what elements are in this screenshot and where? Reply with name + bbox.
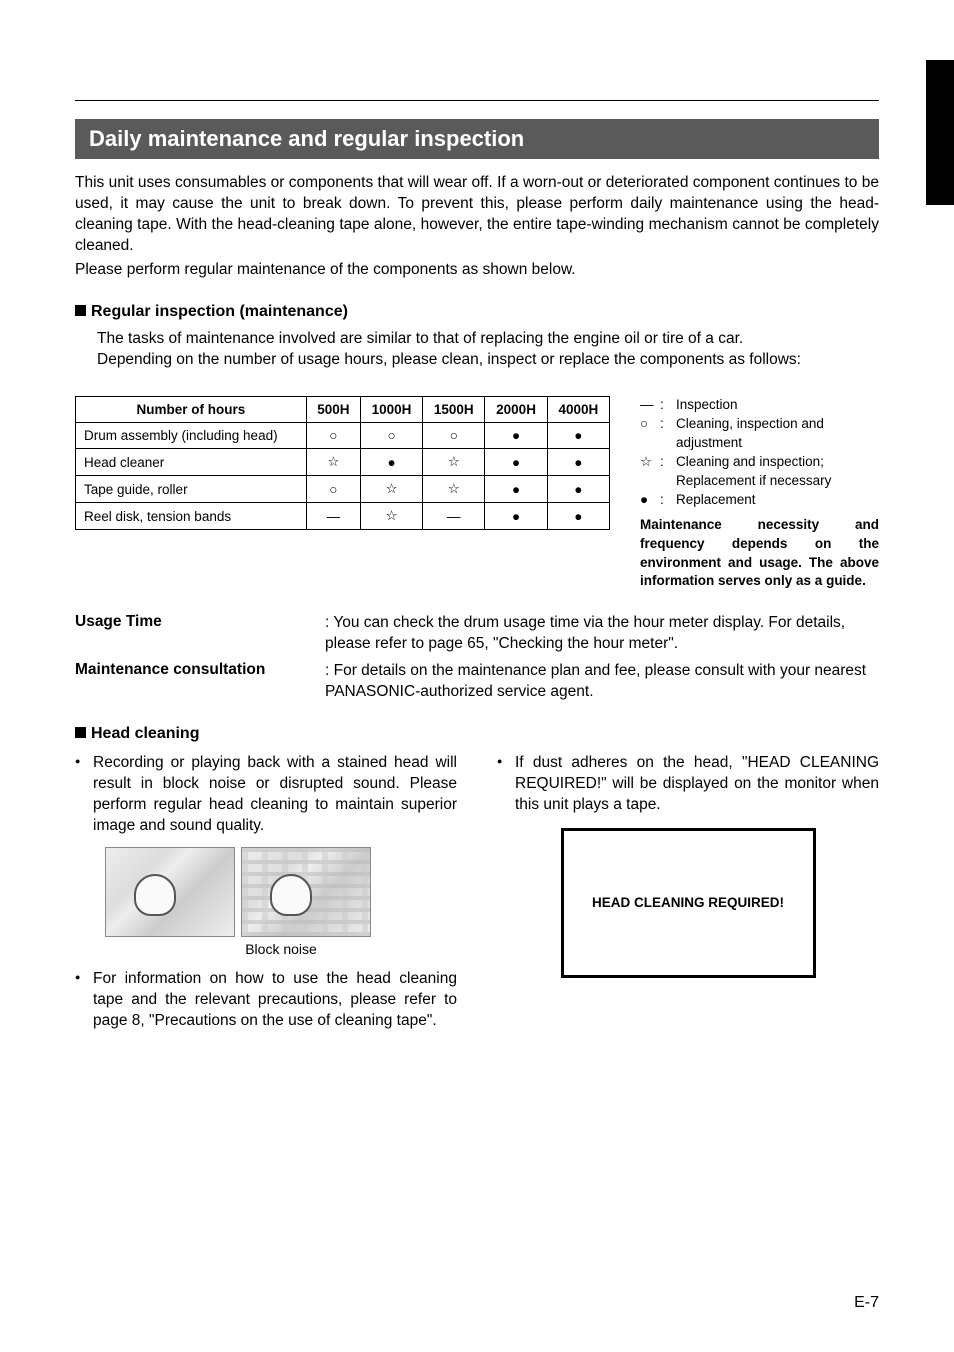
cell: ○: [306, 476, 360, 503]
cell: ●: [485, 476, 547, 503]
def-maint-consult: Maintenance consultation : For details o…: [75, 661, 879, 703]
legend-block: — : Inspection ○ : Cleaning, inspection …: [640, 396, 879, 591]
figure-noise-image: [241, 847, 371, 937]
bullet-text: If dust adheres on the head, "HEAD CLEAN…: [515, 753, 879, 816]
legend-colon: :: [660, 491, 676, 510]
monitor-message-box: HEAD CLEANING REQUIRED!: [561, 828, 816, 978]
intro-para-2: Please perform regular maintenance of th…: [75, 260, 879, 281]
cell: ☆: [423, 476, 485, 503]
legend-colon: :: [660, 453, 676, 491]
cell: ○: [306, 423, 360, 449]
page-number: E-7: [854, 1294, 879, 1312]
figure-clean-image: [105, 847, 235, 937]
def-term-maint: Maintenance consultation: [75, 661, 325, 703]
regular-line-2: Depending on the number of usage hours, …: [97, 350, 879, 371]
table-row: Head cleaner ☆ ● ☆ ● ●: [76, 449, 610, 476]
cell: ●: [360, 449, 422, 476]
figure-caption: Block noise: [105, 941, 457, 957]
right-column: If dust adheres on the head, "HEAD CLEAN…: [497, 753, 879, 1041]
monitor-message-text: HEAD CLEANING REQUIRED!: [592, 895, 784, 910]
legend-text: Cleaning and inspection; Replacement if …: [676, 453, 879, 491]
block-noise-figure: Block noise: [105, 847, 457, 957]
def-term-usage: Usage Time: [75, 613, 325, 655]
legend-item: ● : Replacement: [640, 491, 879, 510]
cell: ○: [423, 423, 485, 449]
def-desc-usage: : You can check the drum usage time via …: [325, 613, 879, 655]
square-bullet-icon: [75, 727, 86, 738]
intro-para-1: This unit uses consumables or components…: [75, 173, 879, 257]
table-row: Reel disk, tension bands — ☆ — ● ●: [76, 503, 610, 530]
maintenance-table: Number of hours 500H 1000H 1500H 2000H 4…: [75, 396, 610, 530]
col-hours: Number of hours: [76, 397, 307, 423]
bullet-text: For information on how to use the head c…: [93, 969, 457, 1032]
square-bullet-icon: [75, 305, 86, 316]
legend-symbol: ●: [640, 491, 660, 510]
legend-item: — : Inspection: [640, 396, 879, 415]
legend-text: Inspection: [676, 396, 738, 415]
regular-heading-text: Regular inspection (maintenance): [91, 303, 348, 320]
regular-line-1: The tasks of maintenance involved are si…: [97, 329, 879, 350]
page-header: Daily maintenance and regular inspection: [75, 119, 879, 159]
col-1000h: 1000H: [360, 397, 422, 423]
bullet-dot-icon: [75, 753, 93, 837]
legend-symbol: ☆: [640, 453, 660, 491]
cell: ☆: [360, 476, 422, 503]
top-rule: [75, 100, 879, 101]
col-500h: 500H: [306, 397, 360, 423]
col-4000h: 4000H: [547, 397, 609, 423]
legend-colon: :: [660, 396, 676, 415]
head-cleaning-heading: Head cleaning: [75, 725, 879, 743]
side-tab: [926, 60, 954, 205]
cell: —: [423, 503, 485, 530]
bullet-item: If dust adheres on the head, "HEAD CLEAN…: [497, 753, 879, 816]
cell: ●: [485, 503, 547, 530]
cell: ○: [360, 423, 422, 449]
table-row: Tape guide, roller ○ ☆ ☆ ● ●: [76, 476, 610, 503]
col-1500h: 1500H: [423, 397, 485, 423]
legend-symbol: ○: [640, 415, 660, 453]
row-label: Drum assembly (including head): [76, 423, 307, 449]
cell: ●: [485, 449, 547, 476]
cell: —: [306, 503, 360, 530]
cell: ●: [547, 423, 609, 449]
legend-item: ○ : Cleaning, inspection and adjustment: [640, 415, 879, 453]
bullet-item: Recording or playing back with a stained…: [75, 753, 457, 837]
regular-inspection-heading: Regular inspection (maintenance): [75, 303, 879, 321]
row-label: Head cleaner: [76, 449, 307, 476]
legend-colon: :: [660, 415, 676, 453]
cell: ☆: [360, 503, 422, 530]
legend-text: Cleaning, inspection and adjustment: [676, 415, 879, 453]
cell: ●: [485, 423, 547, 449]
bullet-dot-icon: [497, 753, 515, 816]
cell: ☆: [306, 449, 360, 476]
head-cleaning-heading-text: Head cleaning: [91, 725, 199, 742]
row-label: Reel disk, tension bands: [76, 503, 307, 530]
table-header-row: Number of hours 500H 1000H 1500H 2000H 4…: [76, 397, 610, 423]
cell: ●: [547, 476, 609, 503]
legend-item: ☆ : Cleaning and inspection; Replacement…: [640, 453, 879, 491]
bullet-item: For information on how to use the head c…: [75, 969, 457, 1032]
def-desc-maint: : For details on the maintenance plan an…: [325, 661, 879, 703]
def-usage-time: Usage Time : You can check the drum usag…: [75, 613, 879, 655]
col-2000h: 2000H: [485, 397, 547, 423]
cell: ●: [547, 503, 609, 530]
cell: ☆: [423, 449, 485, 476]
left-column: Recording or playing back with a stained…: [75, 753, 457, 1041]
legend-text: Replacement: [676, 491, 756, 510]
legend-note: Maintenance necessity and frequency depe…: [640, 516, 879, 592]
legend-symbol: —: [640, 396, 660, 415]
cell: ●: [547, 449, 609, 476]
table-row: Drum assembly (including head) ○ ○ ○ ● ●: [76, 423, 610, 449]
row-label: Tape guide, roller: [76, 476, 307, 503]
bullet-dot-icon: [75, 969, 93, 1032]
bullet-text: Recording or playing back with a stained…: [93, 753, 457, 837]
